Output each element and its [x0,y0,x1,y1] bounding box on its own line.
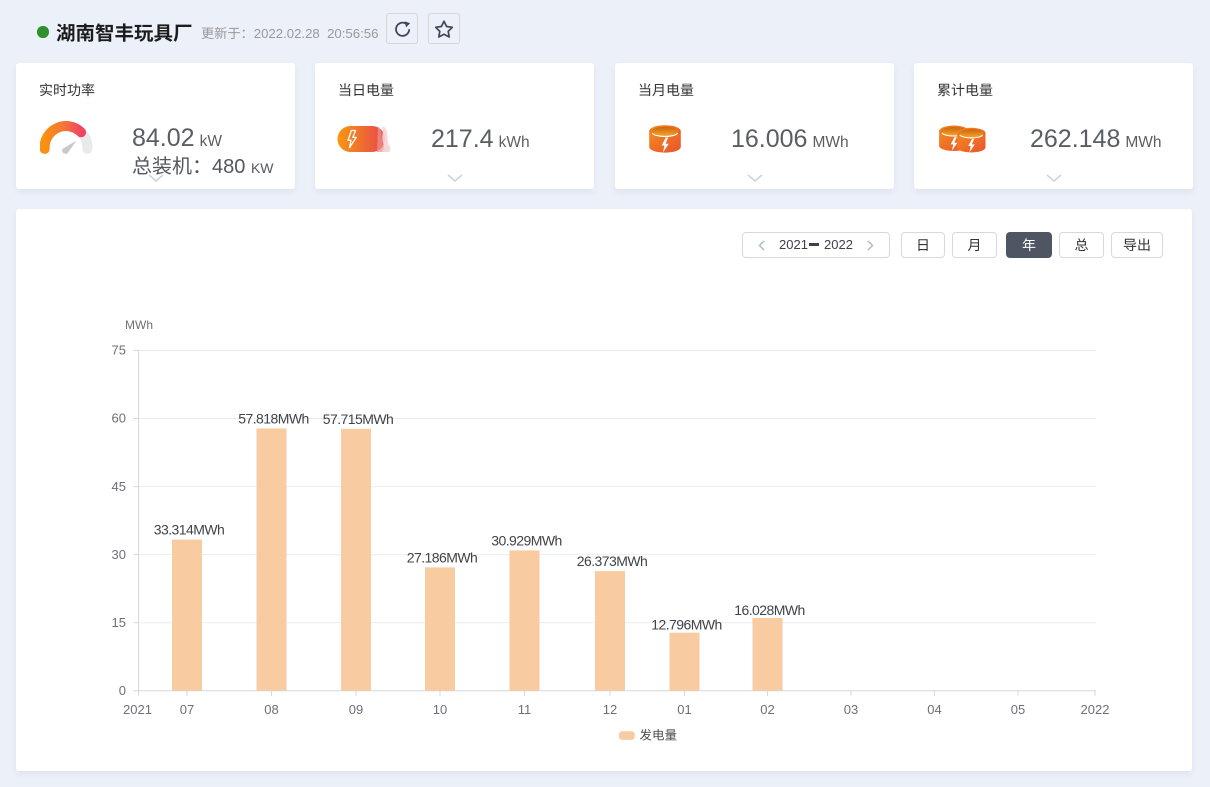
svg-text:16.028MWh: 16.028MWh [734,602,805,618]
svg-text:45: 45 [112,479,126,494]
svg-text:57.715MWh: 57.715MWh [323,411,394,427]
svg-text:MWh: MWh [125,318,153,332]
svg-text:60: 60 [112,411,126,426]
svg-text:75: 75 [112,343,126,358]
svg-text:2021: 2021 [123,702,152,717]
svg-text:12.796MWh: 12.796MWh [651,617,722,633]
svg-text:12: 12 [603,702,617,717]
svg-text:30.929MWh: 30.929MWh [491,532,562,548]
svg-text:发电量: 发电量 [640,729,678,743]
svg-text:08: 08 [264,702,278,717]
svg-text:10: 10 [433,702,447,717]
svg-text:11: 11 [518,702,532,717]
svg-text:2022: 2022 [1081,702,1110,717]
svg-text:09: 09 [349,702,363,717]
svg-text:26.373MWh: 26.373MWh [577,553,648,569]
svg-text:57.818MWh: 57.818MWh [238,410,309,426]
svg-text:30: 30 [112,547,126,562]
svg-text:05: 05 [1011,702,1025,717]
svg-text:01: 01 [677,702,691,717]
svg-text:02: 02 [760,702,774,717]
svg-text:15: 15 [112,615,126,630]
svg-text:07: 07 [180,702,194,717]
svg-text:33.314MWh: 33.314MWh [154,522,225,538]
svg-text:27.186MWh: 27.186MWh [407,549,478,565]
svg-text:0: 0 [119,683,126,698]
svg-text:04: 04 [927,702,941,717]
svg-text:03: 03 [844,702,858,717]
